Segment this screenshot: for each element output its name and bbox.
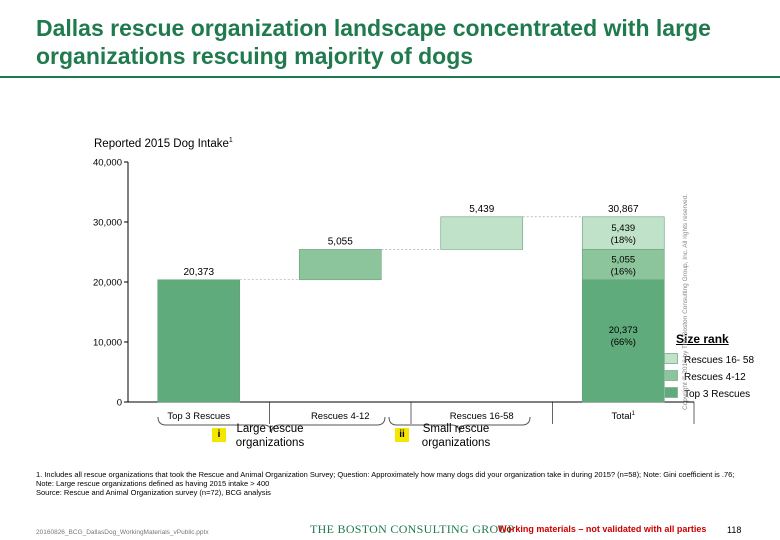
chart-title-footnote-mark: 1 <box>228 137 233 144</box>
bracket-marker-i: i <box>212 428 226 442</box>
waterfall-bar <box>298 249 382 281</box>
total-footnote-mark: 1 <box>632 411 636 417</box>
legend-swatch <box>664 370 678 381</box>
total-segment-percent: (18%) <box>611 235 636 246</box>
total-segment <box>581 249 665 281</box>
total-segment-value: 5,439 <box>611 223 635 234</box>
chart-title: Reported 2015 Dog Intake1 <box>94 137 233 150</box>
legend-title: Size rank <box>676 332 729 346</box>
bar-value-label: 5,055 <box>328 236 353 247</box>
footer-warning: Working materials – not validated with a… <box>498 524 707 534</box>
x-tick-label: Rescues 4-12 <box>311 411 370 422</box>
waterfall-chart: 0 10,000 20,000 30,000 40,000 Top 3 Rescues Re… <box>93 158 695 434</box>
footnote-1: 1. Includes all rescue organizations tha… <box>36 470 735 488</box>
bar-value-label: 5,439 <box>469 204 494 215</box>
y-tick-label: 0 <box>117 398 122 409</box>
bracket-marker-ii: ii <box>395 428 409 442</box>
bar-value-label: 20,373 <box>183 267 214 278</box>
legend-swatch <box>664 353 678 364</box>
waterfall-bar <box>157 279 241 403</box>
title-divider <box>0 76 780 78</box>
bracket-label-large: Large rescue organizations <box>235 423 305 449</box>
total-segment <box>581 216 665 250</box>
legend-item-rescues-16-58: Rescues 16- 58 <box>664 353 754 366</box>
page-title: Dallas rescue organization landscape con… <box>36 15 711 69</box>
bracket-small <box>388 416 531 434</box>
chart-title-text: Reported 2015 Dog Intake <box>94 137 229 150</box>
bcg-logo: THE BOSTON CONSULTING GROUP <box>310 522 515 536</box>
total-segment-value: 20,373 <box>609 325 638 336</box>
page-number: 118 <box>727 525 742 535</box>
y-tick-label: 30,000 <box>93 218 122 229</box>
x-tick-label: Total1 <box>612 411 636 422</box>
total-segment-percent: (16%) <box>611 267 636 278</box>
legend-label: Rescues 4-12 <box>684 372 746 383</box>
legend-label: Rescues 16- 58 <box>684 355 755 366</box>
legend-label: Top 3 Rescues <box>684 389 751 400</box>
total-value-label: 30,867 <box>608 204 639 215</box>
footer-filename: 20160826_BCG_DallasDog_WorkingMaterials_… <box>36 529 209 536</box>
bracket-large <box>157 416 386 434</box>
total-segment <box>581 279 665 403</box>
legend-item-top-3-rescues: Top 3 Rescues <box>664 387 750 400</box>
x-tick-label: Rescues 16-58 <box>450 411 514 422</box>
bracket-label-small: Small rescue organizations <box>421 423 491 449</box>
footnotes: 1. Includes all rescue organizations tha… <box>36 470 736 497</box>
y-tick-label: 20,000 <box>93 278 122 289</box>
y-tick-label: 40,000 <box>93 158 122 169</box>
source-note: Source: Rescue and Animal Organization s… <box>36 488 271 497</box>
total-segment-value: 5,055 <box>611 255 635 266</box>
x-tick-label: Top 3 Rescues <box>167 411 230 422</box>
y-tick-label: 10,000 <box>93 338 122 349</box>
waterfall-bar <box>440 216 524 250</box>
copyright-notice: Copyright © 2016 by The Boston Consultin… <box>682 193 689 410</box>
legend-swatch <box>664 387 678 398</box>
total-segment-percent: (66%) <box>611 337 636 348</box>
legend-item-rescues-4-12: Rescues 4-12 <box>664 370 746 383</box>
